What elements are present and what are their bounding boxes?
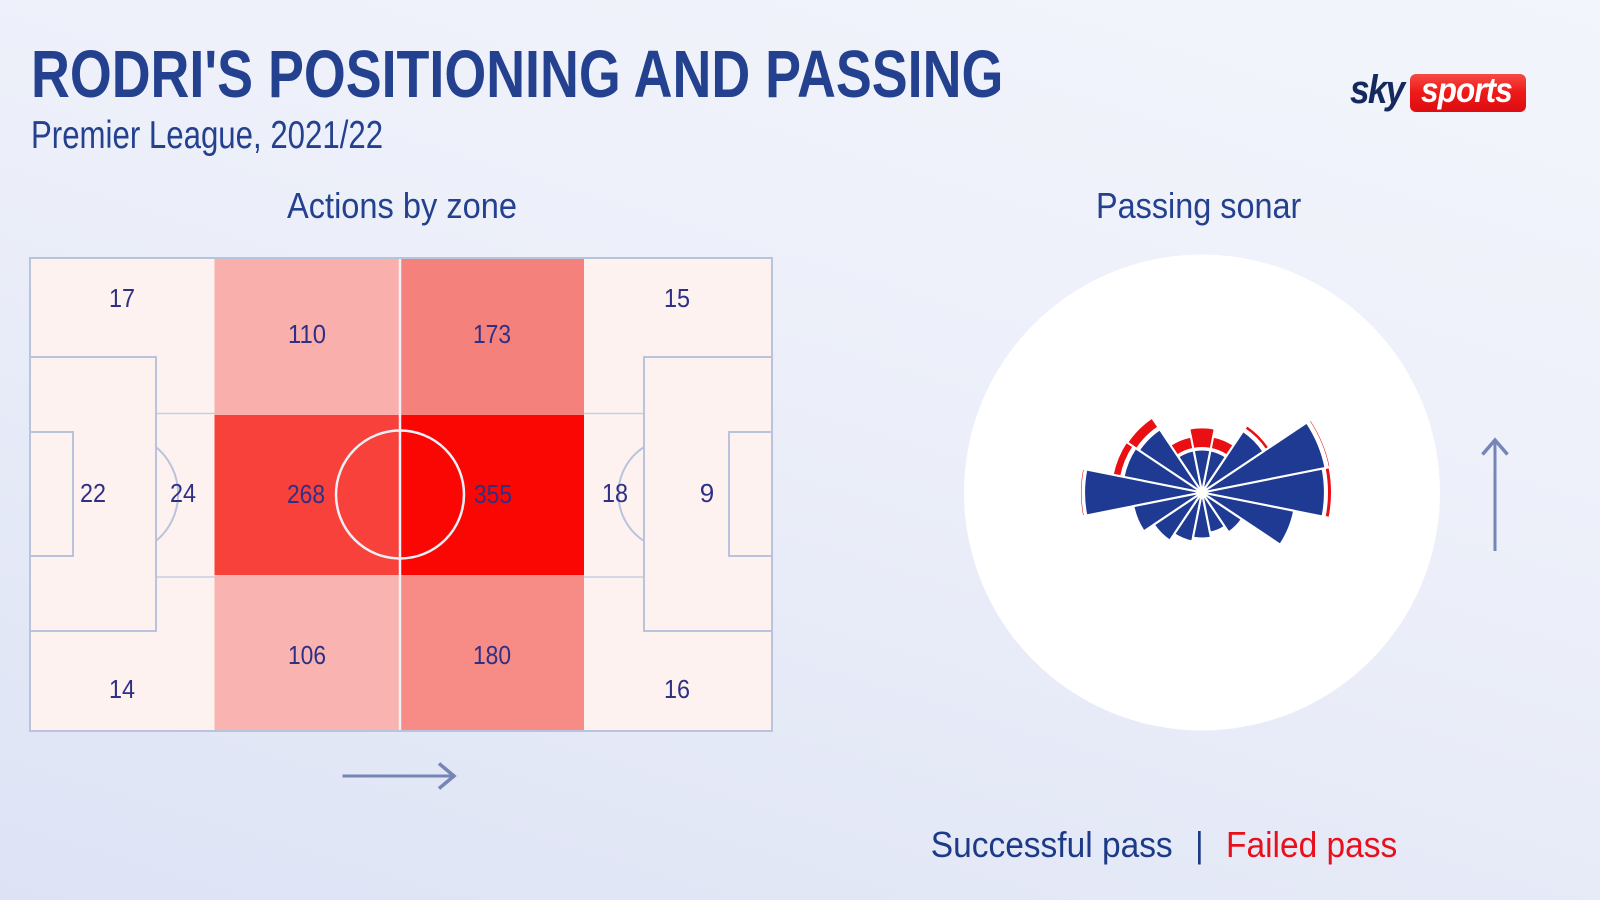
svg-text:16: 16 (664, 674, 690, 704)
svg-text:106: 106 (288, 640, 326, 670)
svg-text:22: 22 (80, 478, 106, 508)
svg-text:9: 9 (700, 478, 714, 508)
svg-text:355: 355 (474, 479, 512, 509)
svg-text:173: 173 (473, 319, 511, 349)
svg-text:15: 15 (664, 283, 690, 313)
svg-text:180: 180 (473, 640, 511, 670)
svg-text:268: 268 (287, 479, 325, 509)
svg-text:17: 17 (109, 283, 135, 313)
svg-text:24: 24 (170, 478, 196, 508)
svg-text:18: 18 (602, 478, 628, 508)
svg-text:14: 14 (109, 674, 135, 704)
svg-text:110: 110 (288, 319, 326, 349)
